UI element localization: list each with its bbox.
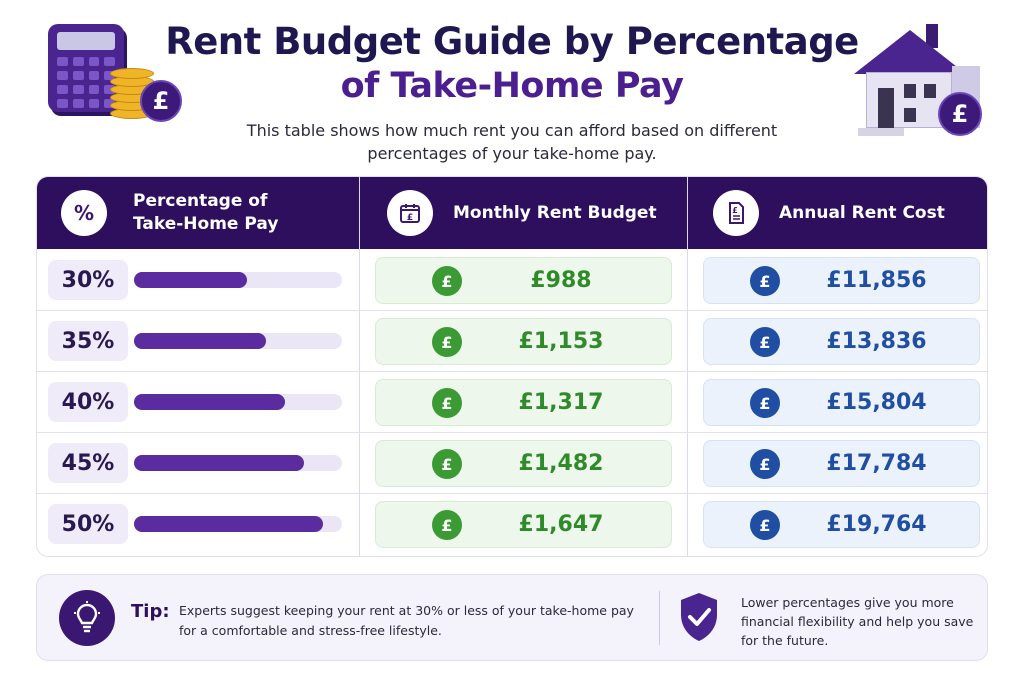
percentage-bar bbox=[134, 394, 342, 410]
annual-rent-cell: £ £13,836 bbox=[703, 318, 980, 365]
pound-coin-icon: £ bbox=[750, 388, 780, 418]
table-row: 30% £ £988 £ £11,856 bbox=[37, 250, 987, 311]
column-header-percentage: % Percentage of Take-Home Pay bbox=[61, 177, 357, 249]
monthly-rent-cell: £ £1,647 bbox=[375, 501, 672, 548]
column-divider bbox=[359, 177, 360, 556]
pound-coin-icon: £ bbox=[432, 449, 462, 479]
monthly-rent-value: £1,482 bbox=[518, 451, 604, 476]
column-header-annual: £ Annual Rent Cost bbox=[713, 177, 983, 249]
table-row: 45% £ £1,482 £ £17,784 bbox=[37, 433, 987, 494]
percentage-label: 50% bbox=[48, 504, 128, 544]
percentage-bar bbox=[134, 333, 342, 349]
page-subtitle: This table shows how much rent you can a… bbox=[246, 121, 778, 163]
tip-text: Experts suggest keeping your rent at 30%… bbox=[179, 603, 634, 638]
pound-badge-icon: £ bbox=[938, 92, 982, 136]
monthly-rent-cell: £ £1,317 bbox=[375, 379, 672, 426]
lightbulb-icon bbox=[59, 590, 115, 646]
header: £ Rent Budget Guide by Percentage of Tak… bbox=[0, 0, 1024, 175]
annual-rent-cell: £ £17,784 bbox=[703, 440, 980, 487]
percentage-label: 35% bbox=[48, 321, 128, 361]
column-label: Annual Rent Cost bbox=[779, 202, 945, 223]
monthly-rent-cell: £ £1,482 bbox=[375, 440, 672, 487]
monthly-rent-cell: £ £1,153 bbox=[375, 318, 672, 365]
pound-coin-icon: £ bbox=[432, 327, 462, 357]
column-divider bbox=[687, 177, 688, 556]
house-icon: £ bbox=[848, 24, 988, 139]
annual-rent-value: £17,784 bbox=[826, 451, 927, 476]
pound-coin-icon: £ bbox=[750, 510, 780, 540]
annual-rent-value: £11,856 bbox=[826, 268, 927, 293]
percentage-bar bbox=[134, 455, 342, 471]
annual-rent-cell: £ £19,764 bbox=[703, 501, 980, 548]
row-divider bbox=[37, 371, 987, 372]
column-header-monthly: £ Monthly Rent Budget bbox=[387, 177, 687, 249]
row-divider bbox=[37, 432, 987, 433]
document-icon: £ bbox=[713, 190, 759, 236]
row-divider bbox=[37, 310, 987, 311]
percentage-bar-fill bbox=[134, 272, 247, 288]
pound-coin-icon: £ bbox=[750, 327, 780, 357]
tip-divider bbox=[659, 591, 660, 645]
pound-badge-icon: £ bbox=[140, 80, 182, 122]
page-title: Rent Budget Guide by Percentage bbox=[165, 20, 859, 63]
tip-note: Lower percentages give you more financia… bbox=[741, 595, 974, 648]
percentage-bar bbox=[134, 272, 342, 288]
annual-rent-value: £19,764 bbox=[826, 512, 927, 537]
rent-table: % Percentage of Take-Home Pay £ Monthly … bbox=[36, 176, 988, 557]
table-header: % Percentage of Take-Home Pay £ Monthly … bbox=[37, 177, 987, 249]
monthly-rent-cell: £ £988 bbox=[375, 257, 672, 304]
annual-rent-cell: £ £11,856 bbox=[703, 257, 980, 304]
column-label: Monthly Rent Budget bbox=[453, 202, 657, 223]
monthly-rent-value: £1,647 bbox=[518, 512, 604, 537]
tip-box: Tip: Experts suggest keeping your rent a… bbox=[36, 574, 988, 661]
table-row: 35% £ £1,153 £ £13,836 bbox=[37, 311, 987, 372]
pound-coin-icon: £ bbox=[750, 266, 780, 296]
column-label: Percentage of Take-Home Pay bbox=[133, 191, 279, 234]
pound-coin-icon: £ bbox=[432, 510, 462, 540]
monthly-rent-value: £1,153 bbox=[518, 329, 604, 354]
tip-heading: Tip: bbox=[131, 601, 170, 622]
svg-text:£: £ bbox=[732, 206, 738, 215]
shield-check-icon bbox=[677, 591, 721, 643]
table-row: 50% £ £1,647 £ £19,764 bbox=[37, 494, 987, 555]
page-title-line2: of Take-Home Pay bbox=[340, 66, 684, 106]
pound-coin-icon: £ bbox=[750, 449, 780, 479]
percentage-label: 30% bbox=[48, 260, 128, 300]
percentage-bar-fill bbox=[134, 516, 323, 532]
monthly-rent-value: £988 bbox=[530, 268, 592, 293]
monthly-rent-value: £1,317 bbox=[518, 390, 604, 415]
percentage-bar bbox=[134, 516, 342, 532]
percentage-bar-fill bbox=[134, 394, 285, 410]
percentage-bar-fill bbox=[134, 455, 304, 471]
annual-rent-cell: £ £15,804 bbox=[703, 379, 980, 426]
percentage-label: 45% bbox=[48, 443, 128, 483]
percent-icon: % bbox=[61, 190, 107, 236]
table-row: 40% £ £1,317 £ £15,804 bbox=[37, 372, 987, 433]
percentage-bar-fill bbox=[134, 333, 266, 349]
pound-coin-icon: £ bbox=[432, 388, 462, 418]
annual-rent-value: £13,836 bbox=[826, 329, 927, 354]
row-divider bbox=[37, 493, 987, 494]
calendar-icon: £ bbox=[387, 190, 433, 236]
percentage-label: 40% bbox=[48, 382, 128, 422]
annual-rent-value: £15,804 bbox=[826, 390, 927, 415]
pound-coin-icon: £ bbox=[432, 266, 462, 296]
svg-text:£: £ bbox=[407, 213, 413, 223]
calculator-icon bbox=[48, 24, 128, 114]
